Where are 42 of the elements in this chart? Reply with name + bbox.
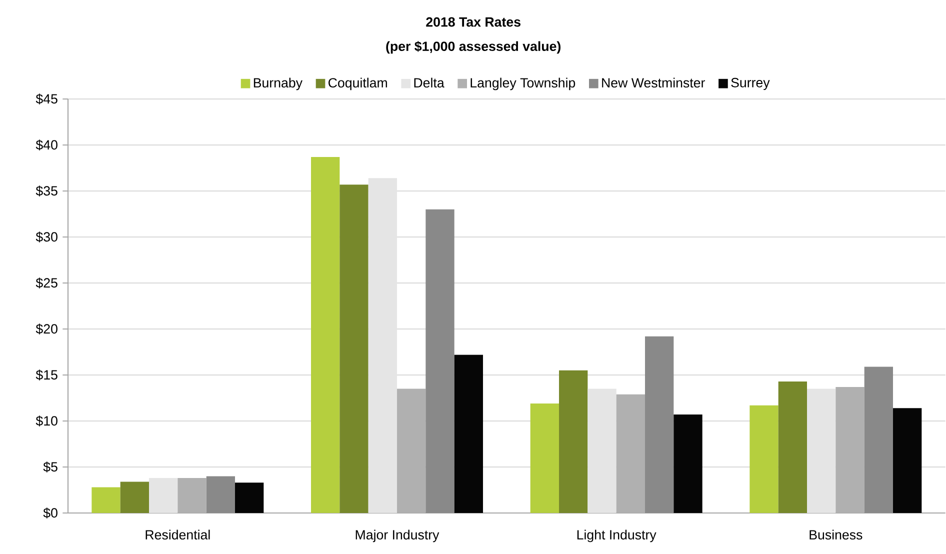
bar: [893, 408, 922, 513]
legend-label: Surrey: [731, 78, 770, 90]
bar: [559, 370, 588, 513]
legend-label: Burnaby: [254, 78, 302, 90]
x-tick-label: Major Industry: [356, 530, 440, 542]
y-tick-label: $15: [36, 370, 58, 380]
bar: [674, 414, 702, 513]
bar: [120, 482, 149, 513]
y-tick-label: $10: [36, 416, 58, 426]
bar: [588, 388, 616, 513]
bar: [778, 381, 807, 513]
legend-label: Langley Township: [470, 78, 576, 90]
chart-subtitle: (per $1,000 assessed value): [386, 40, 560, 54]
y-tick-label: $0: [43, 508, 58, 518]
y-tick-label: $35: [36, 186, 58, 196]
y-tick-label: $45: [36, 94, 58, 104]
bar: [368, 178, 398, 513]
bar: [149, 478, 178, 513]
y-tick-label: $30: [36, 232, 58, 242]
x-tick-label: Business: [810, 530, 862, 540]
bar: [645, 336, 674, 513]
bar: [426, 209, 454, 513]
bar: [235, 482, 264, 513]
bar: [530, 404, 560, 513]
bar: [750, 405, 778, 513]
bar: [454, 354, 483, 513]
chart-title: 2018 Tax Rates: [426, 17, 520, 27]
legend-label: Delta: [414, 78, 444, 88]
y-tick-label: $40: [36, 140, 58, 150]
y-tick-label: $5: [43, 462, 58, 472]
y-tick-label: $25: [36, 278, 58, 288]
bar: [340, 184, 368, 513]
x-tick-label: Light Industry: [577, 530, 656, 542]
bar: [864, 366, 894, 513]
bar: [807, 388, 836, 513]
bar: [92, 487, 120, 513]
legend-label: New Westminster: [602, 78, 705, 88]
legend-label: Coquitlam: [328, 78, 387, 90]
bar: [206, 476, 236, 513]
bar: [311, 156, 340, 513]
y-tick-label: $20: [36, 324, 58, 334]
x-tick-label: Residential: [146, 530, 210, 540]
